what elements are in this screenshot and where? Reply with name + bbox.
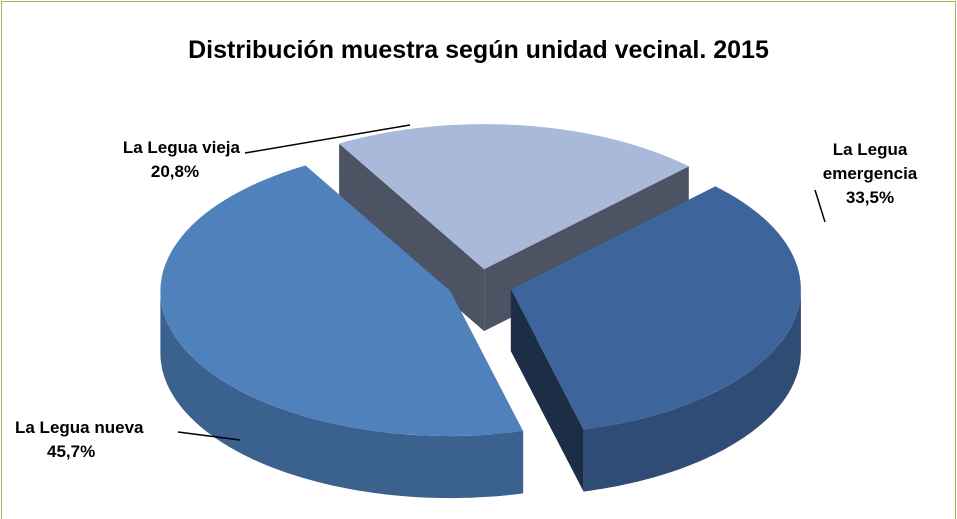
slice-side xyxy=(160,291,524,499)
category-label: La Legua emergencia xyxy=(822,140,918,183)
value-label: 45,7% xyxy=(47,442,96,461)
category-label: La Legua nueva xyxy=(15,418,144,437)
slice-top xyxy=(510,186,801,430)
slice-cut-face xyxy=(510,289,584,492)
leader-line xyxy=(244,124,411,154)
slice-side xyxy=(583,289,801,492)
leader-line xyxy=(814,189,826,223)
value-label: 33,5% xyxy=(845,188,895,207)
slice-cut-face xyxy=(339,143,485,332)
slice-label: La Legua nueva 45,7% xyxy=(15,416,175,464)
slice-top xyxy=(160,165,524,436)
pie-slice xyxy=(160,165,524,499)
chart-title: Distribución muestra según unidad vecina… xyxy=(188,36,769,64)
leader-line xyxy=(177,431,241,441)
pie-slice xyxy=(510,186,801,492)
slice-label: La Legua emergencia 33,5% xyxy=(805,138,935,210)
slice-label: La Legua vieja 20,8% xyxy=(70,136,240,184)
category-label: La Legua vieja xyxy=(122,138,240,157)
value-label: 20,8% xyxy=(150,162,200,181)
slice-top xyxy=(339,124,689,270)
